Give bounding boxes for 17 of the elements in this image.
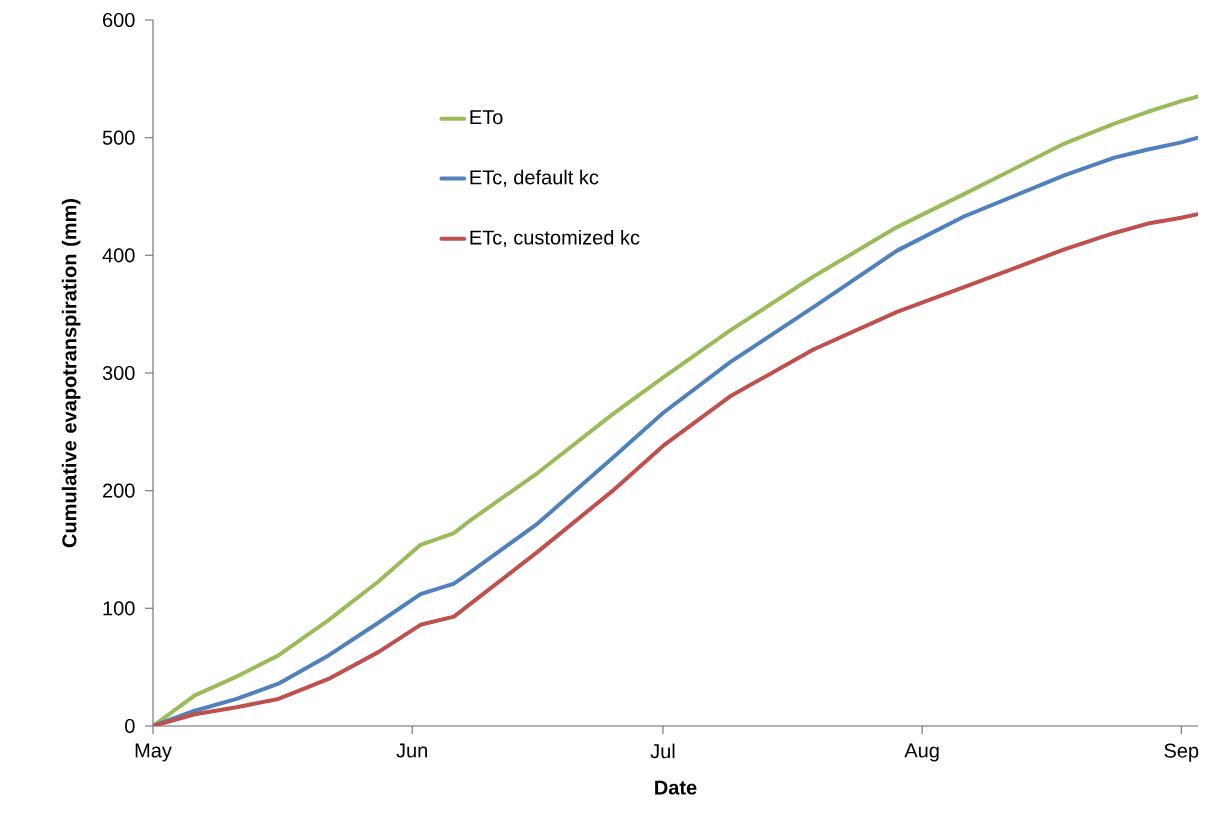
y-tick-label: 400 [102,248,135,263]
y-tick-label: 500 [102,130,135,145]
legend-label: ETc, customized kc [470,229,640,247]
x-axis-title: Date [655,780,697,795]
x-tick-label: Jun [396,743,427,758]
x-tick-label: Sep [1164,743,1199,762]
y-tick-label: 300 [102,365,135,381]
y-tick-label: 0 [125,718,135,734]
y-tick-label: 100 [103,601,135,616]
x-tick-label: Aug [904,743,939,762]
y-axis-title: Cumulative evapotranspiration (mm) [61,198,81,548]
x-tick-label: May [135,743,172,762]
legend-label: ETo [470,110,503,125]
x-tick-label: Jul [650,743,675,759]
legend-label: ETc, default kc [470,169,599,187]
y-tick-label: 200 [103,483,135,498]
y-tick-label: 600 [103,12,135,28]
